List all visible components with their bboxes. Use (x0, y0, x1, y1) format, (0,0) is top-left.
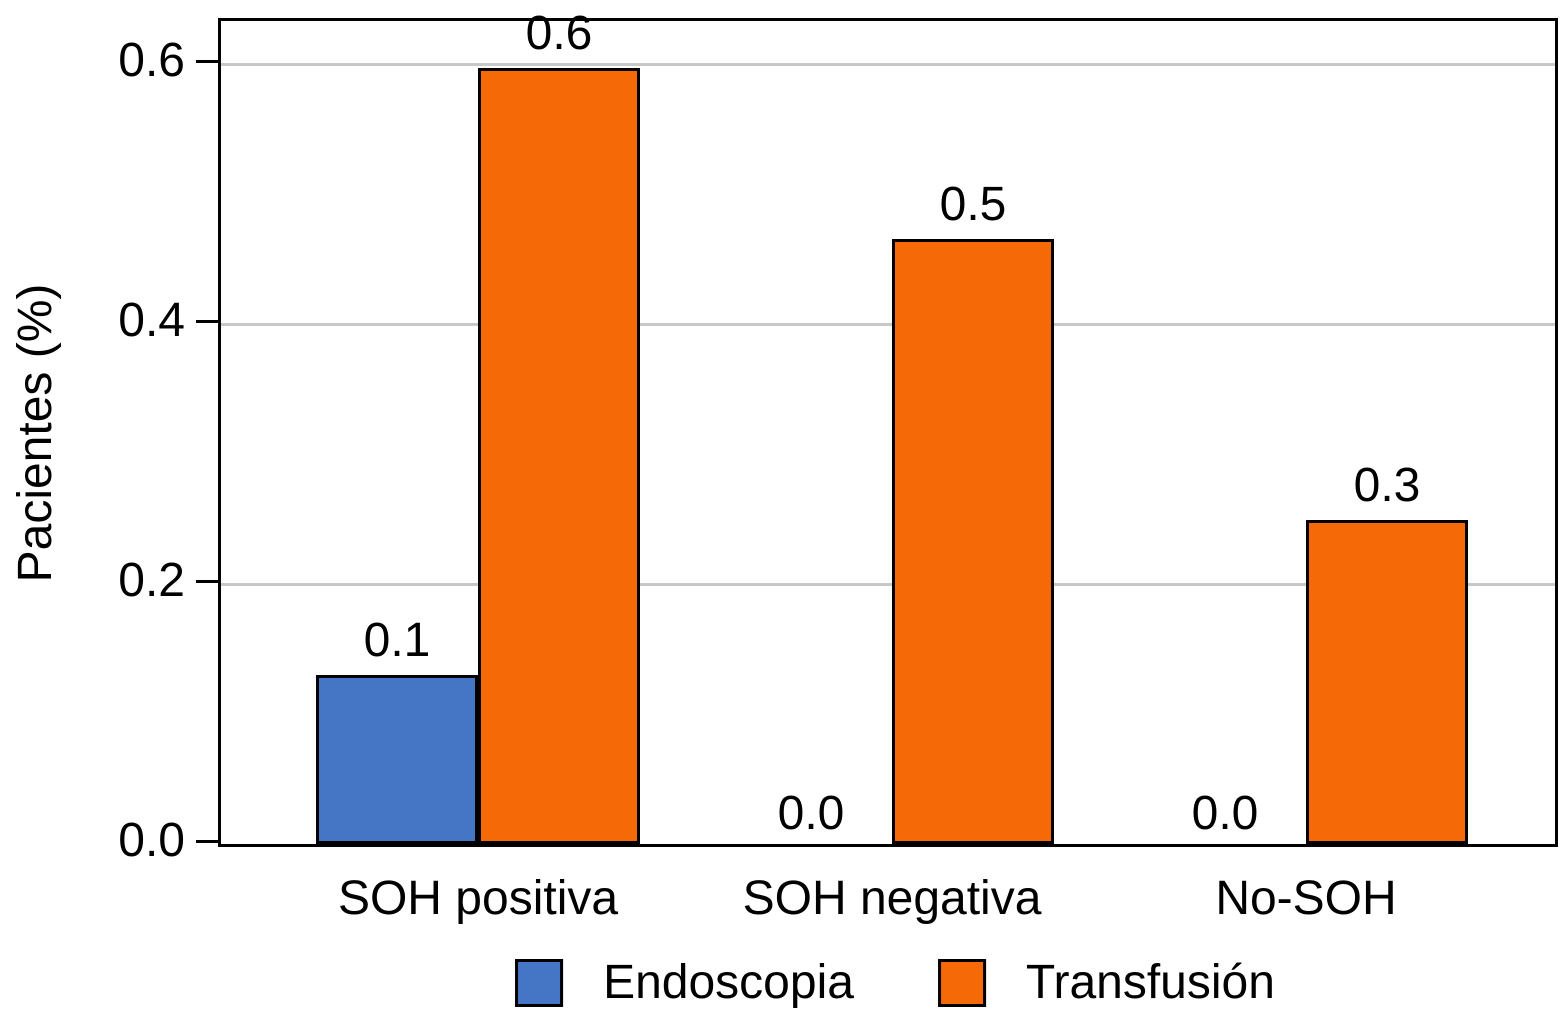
y-tick-0.2 (196, 579, 218, 583)
x-category-label-soh-negativa: SOH negativa (742, 872, 1042, 925)
bar-value-label-transfusi-n-soh-positiva: 0.6 (525, 7, 593, 60)
bar-value-label-endoscopia-no-soh: 0.0 (1191, 787, 1259, 840)
y-tick-label-0.4: 0.4 (118, 294, 185, 347)
y-tick-0.0 (196, 839, 218, 843)
x-category-label-soh-positiva: SOH positiva (337, 872, 619, 925)
bar-value-label-transfusi-n-soh-negativa: 0.5 (939, 178, 1007, 231)
bar-value-label-endoscopia-soh-negativa: 0.0 (777, 787, 845, 840)
bar-value-label-endoscopia-soh-positiva: 0.1 (363, 614, 431, 667)
legend-item-endoscopia: Endoscopia (515, 957, 854, 1009)
gridline-0.6 (221, 62, 1555, 66)
plot-area: 0.1 0.6 0.0 0.5 0.0 0.3 (218, 10, 1558, 847)
legend-label-transfusion: Transfusión (1025, 956, 1275, 1009)
legend: Endoscopia Transfusión (515, 957, 1275, 1009)
y-tick-label-0.0: 0.0 (118, 814, 185, 867)
legend-label-endoscopia: Endoscopia (603, 956, 854, 1009)
y-tick-label-0.2: 0.2 (118, 554, 185, 607)
x-category-label-no-soh: No-SOH (1215, 872, 1397, 925)
legend-item-transfusion: Transfusión (937, 956, 1275, 1009)
gridline-0.2 (221, 582, 1555, 586)
bar-transfusi-n-soh-positiva (478, 68, 640, 844)
y-axis: 0.0 0.2 0.4 0.6 (0, 18, 218, 867)
gridline-0.4 (221, 322, 1555, 326)
y-tick-label-0.6: 0.6 (118, 34, 185, 87)
bar-transfusi-n-no-soh (1306, 520, 1468, 844)
bar-value-label-transfusi-n-no-soh: 0.3 (1353, 459, 1421, 512)
y-tick-0.6 (196, 59, 218, 63)
transfusion-swatch-icon (937, 959, 986, 1007)
bar-transfusi-n-soh-negativa (892, 239, 1054, 844)
y-tick-0.4 (196, 319, 218, 323)
bar-endoscopia-soh-positiva (316, 675, 478, 844)
endoscopia-swatch-icon (515, 959, 564, 1007)
